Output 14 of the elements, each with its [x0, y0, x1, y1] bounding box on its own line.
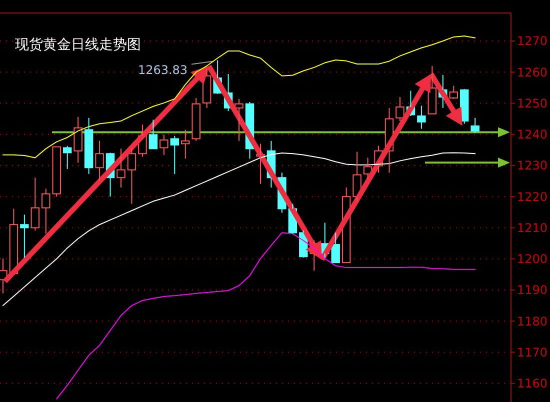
- y-tick-label: 1230: [517, 158, 548, 173]
- y-tick-label: 1190: [517, 283, 548, 298]
- y-tick-label: 1250: [517, 96, 548, 110]
- y-tick-label: 1170: [517, 345, 548, 360]
- y-tick-label: 1200: [517, 252, 548, 266]
- text: 现货黄金日线走势图: [15, 37, 141, 53]
- y-tick-label: 1270: [517, 34, 548, 48]
- y-tick-label: 1160: [517, 376, 548, 391]
- y-tick-label: 1210: [517, 220, 548, 235]
- annotation: 1263.83: [138, 63, 188, 78]
- y-tick-label: 1240: [517, 128, 548, 142]
- y-tick-label: 1180: [517, 314, 548, 328]
- y-tick-label: 1220: [517, 190, 548, 204]
- y-tick-label: 1260: [517, 65, 548, 80]
